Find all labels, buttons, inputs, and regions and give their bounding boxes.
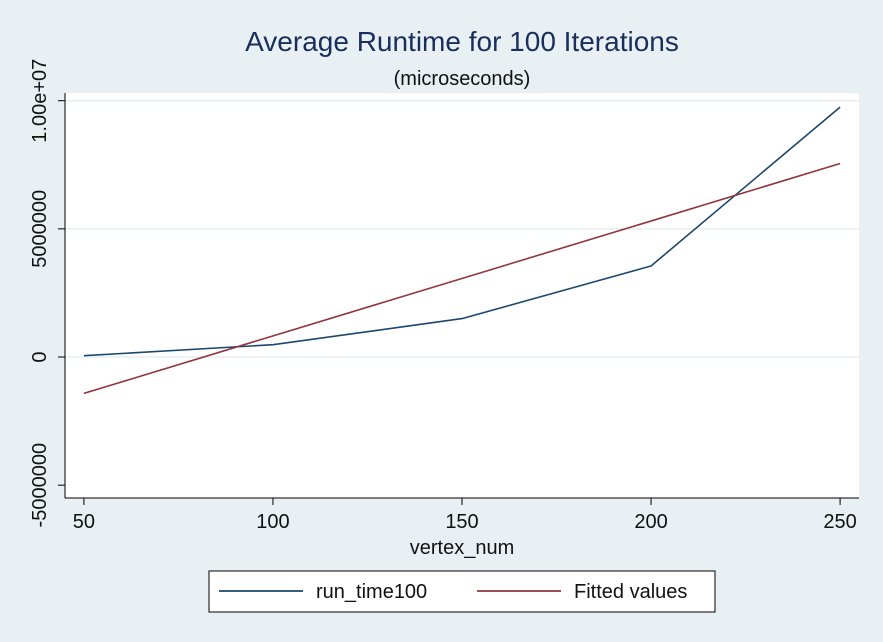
- y-tick-label: -5000000: [29, 443, 51, 528]
- y-tick-label: 5000000: [29, 190, 51, 268]
- x-tick-label: 150: [445, 511, 478, 533]
- series-line-1: [83, 162, 841, 395]
- x-tick-label: 250: [823, 511, 856, 533]
- y-tick-label: 0: [29, 351, 51, 362]
- ticks: -5000000 0 5000000 1.00e+07 50 100 150 200 250: [29, 59, 857, 533]
- grid-lines: [65, 99, 859, 358]
- chart-subtitle: (microseconds): [394, 68, 531, 90]
- legend-label-1: Fitted values: [574, 581, 687, 603]
- x-tick-label: 50: [73, 511, 95, 533]
- series-line-0: [83, 106, 841, 357]
- plot-area: [65, 93, 859, 498]
- y-tick-label: 1.00e+07: [29, 59, 51, 143]
- series: [83, 106, 841, 395]
- legend-label-0: run_time100: [316, 581, 427, 603]
- legend-items: run_time100 Fitted values: [219, 581, 687, 603]
- x-tick-label: 100: [256, 511, 289, 533]
- legend: run_time100 Fitted values: [208, 570, 716, 613]
- chart-title: Average Runtime for 100 Iterations: [245, 26, 679, 57]
- x-tick-label: 200: [634, 511, 667, 533]
- x-axis-label: vertex_num: [410, 537, 515, 559]
